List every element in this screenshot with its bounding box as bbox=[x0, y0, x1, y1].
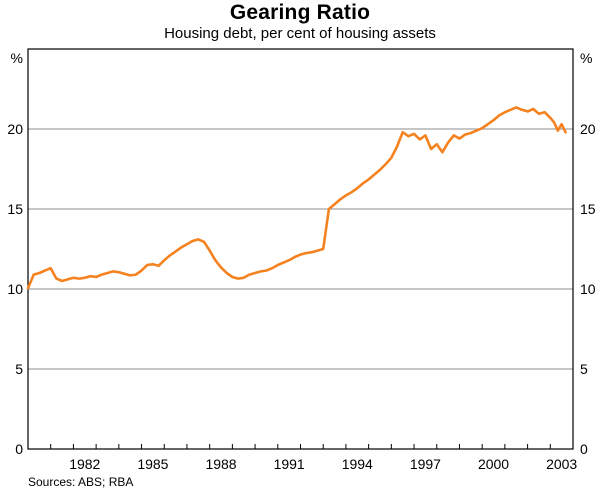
y-tick-label-right: 5 bbox=[580, 361, 588, 377]
y-tick-label-left: 10 bbox=[7, 281, 23, 297]
y-tick-label-right: 10 bbox=[580, 281, 596, 297]
y-tick-label-right: 20 bbox=[580, 121, 596, 137]
y-tick-label-right: 15 bbox=[580, 201, 596, 217]
x-tick-label: 2003 bbox=[546, 456, 577, 472]
x-tick-label: 1988 bbox=[205, 456, 236, 472]
y-tick-label-right: 0 bbox=[580, 441, 588, 457]
chart-title: Gearing Ratio bbox=[229, 1, 371, 24]
y-tick-label-left: 0 bbox=[15, 441, 23, 457]
y-tick-label-left: 15 bbox=[7, 201, 23, 217]
x-tick-label: 1994 bbox=[342, 456, 373, 472]
x-tick-label: 1997 bbox=[410, 456, 441, 472]
y-axis-unit-right: % bbox=[580, 50, 592, 66]
chart-subtitle: Housing debt, per cent of housing assets bbox=[164, 25, 436, 42]
y-tick-label-left: 5 bbox=[15, 361, 23, 377]
x-tick-label: 1982 bbox=[69, 456, 100, 472]
x-tick-label: 1985 bbox=[137, 456, 168, 472]
y-tick-label-left: 20 bbox=[7, 121, 23, 137]
sources-note: Sources: ABS; RBA bbox=[28, 475, 134, 489]
y-axis-unit-left: % bbox=[11, 50, 23, 66]
gearing-ratio-line bbox=[26, 106, 567, 290]
plot-frame bbox=[27, 48, 574, 450]
x-tick-label: 1991 bbox=[274, 456, 305, 472]
x-tick-label: 2000 bbox=[478, 456, 509, 472]
